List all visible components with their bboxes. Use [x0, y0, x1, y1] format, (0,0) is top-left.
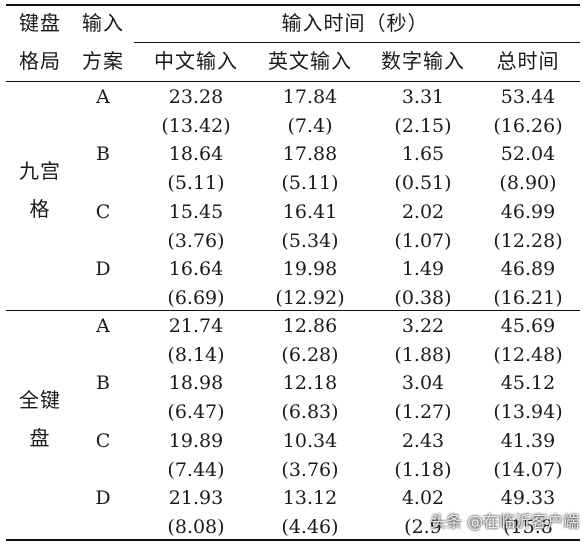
header-total-time: 总时间 — [496, 49, 560, 73]
mean-cell: 19.89 — [168, 430, 224, 452]
sd-cell: (2.9 — [404, 516, 442, 538]
scheme-label: A — [96, 315, 110, 337]
mean-cell: 15.45 — [168, 201, 224, 223]
sd-cell: (3.76) — [167, 230, 225, 252]
sd-cell: (7.44) — [167, 459, 225, 481]
sd-cell: (14.07) — [493, 459, 563, 481]
mean-cell: 45.69 — [500, 315, 556, 337]
group-label-line2: 盘 — [29, 426, 51, 450]
header-scheme-line2: 方案 — [82, 49, 124, 73]
group-label-line1: 九宫 — [19, 159, 61, 183]
header-subrule — [134, 42, 580, 43]
header-rule — [6, 81, 580, 82]
sd-cell: (4.46) — [281, 516, 339, 538]
header-scheme-line1: 输入 — [82, 11, 124, 35]
scheme-label: B — [96, 143, 110, 165]
sd-cell: (8.08) — [167, 516, 225, 538]
header-number-input: 数字输入 — [381, 49, 465, 73]
mean-cell: 18.64 — [168, 143, 224, 165]
header-layout-line1: 键盘 — [19, 11, 61, 35]
sd-cell: (0.51) — [394, 172, 452, 194]
mean-cell: 1.65 — [401, 143, 445, 165]
mean-cell: 52.04 — [500, 143, 556, 165]
sd-cell: (6.28) — [281, 344, 339, 366]
mean-cell: 1.49 — [401, 258, 445, 280]
sd-cell: (6.83) — [281, 401, 339, 423]
mean-cell: 53.44 — [500, 86, 556, 108]
sd-cell: (1.88) — [394, 344, 452, 366]
sd-cell: (1.27) — [394, 401, 452, 423]
mean-cell: 41.39 — [500, 430, 556, 452]
scheme-label: B — [96, 372, 110, 394]
group-label-line2: 格 — [29, 197, 51, 221]
sd-cell: (6.69) — [167, 287, 225, 309]
mean-cell: 2.43 — [401, 430, 445, 452]
sd-cell: (7.4) — [287, 115, 333, 137]
mean-cell: 2.02 — [401, 201, 445, 223]
mean-cell: 19.98 — [282, 258, 338, 280]
sd-cell: (12.92) — [275, 287, 345, 309]
group-divider-rule — [6, 310, 580, 311]
sd-cell: (1.18) — [394, 459, 452, 481]
scheme-label: A — [96, 86, 110, 108]
sd-cell: (2.15) — [394, 115, 452, 137]
mean-cell: 23.28 — [168, 86, 224, 108]
sd-cell: (8.14) — [167, 344, 225, 366]
mean-cell: 12.18 — [282, 372, 338, 394]
scheme-label: D — [95, 258, 111, 280]
sd-cell: (13.94) — [493, 401, 563, 423]
mean-cell: 45.12 — [500, 372, 556, 394]
sd-cell: (5.34) — [281, 230, 339, 252]
mean-cell: 13.12 — [282, 487, 338, 509]
scheme-label: C — [95, 201, 111, 223]
mean-cell: 3.22 — [401, 315, 445, 337]
sd-cell: (16.26) — [493, 115, 563, 137]
sd-cell: (5.11) — [167, 172, 225, 194]
mean-cell: 17.84 — [282, 86, 338, 108]
sd-cell: (1.07) — [394, 230, 452, 252]
mean-cell: 18.98 — [168, 372, 224, 394]
mean-cell: 46.89 — [500, 258, 556, 280]
mean-cell: 49.33 — [500, 487, 556, 509]
sd-cell: (15.8 — [503, 516, 553, 538]
mean-cell: 17.88 — [282, 143, 338, 165]
sd-cell: (0.38) — [394, 287, 452, 309]
mean-cell: 46.99 — [500, 201, 556, 223]
scheme-label: D — [95, 487, 111, 509]
mean-cell: 12.86 — [282, 315, 338, 337]
sd-cell: (16.21) — [493, 287, 563, 309]
header-english-input: 英文输入 — [268, 49, 352, 73]
header-input-time: 输入时间（秒） — [281, 11, 429, 35]
header-chinese-input: 中文输入 — [154, 49, 238, 73]
mean-cell: 3.04 — [401, 372, 445, 394]
sd-cell: (13.42) — [161, 115, 231, 137]
sd-cell: (12.28) — [493, 230, 563, 252]
sd-cell: (8.90) — [499, 172, 557, 194]
sd-cell: (6.47) — [167, 401, 225, 423]
mean-cell: 10.34 — [282, 430, 338, 452]
sd-cell: (5.11) — [281, 172, 339, 194]
bottom-rule — [6, 539, 580, 541]
mean-cell: 16.64 — [168, 258, 224, 280]
header-layout-line2: 格局 — [19, 49, 61, 73]
watermark: 头条 @在临沂客户端 — [430, 512, 580, 531]
mean-cell: 4.02 — [401, 487, 445, 509]
sd-cell: (12.48) — [493, 344, 563, 366]
mean-cell: 16.41 — [282, 201, 338, 223]
mean-cell: 21.93 — [168, 487, 224, 509]
sd-cell: (3.76) — [281, 459, 339, 481]
mean-cell: 21.74 — [168, 315, 224, 337]
scheme-label: C — [95, 430, 111, 452]
top-rule — [6, 4, 580, 6]
mean-cell: 3.31 — [401, 86, 445, 108]
group-label-line1: 全键 — [19, 388, 61, 412]
